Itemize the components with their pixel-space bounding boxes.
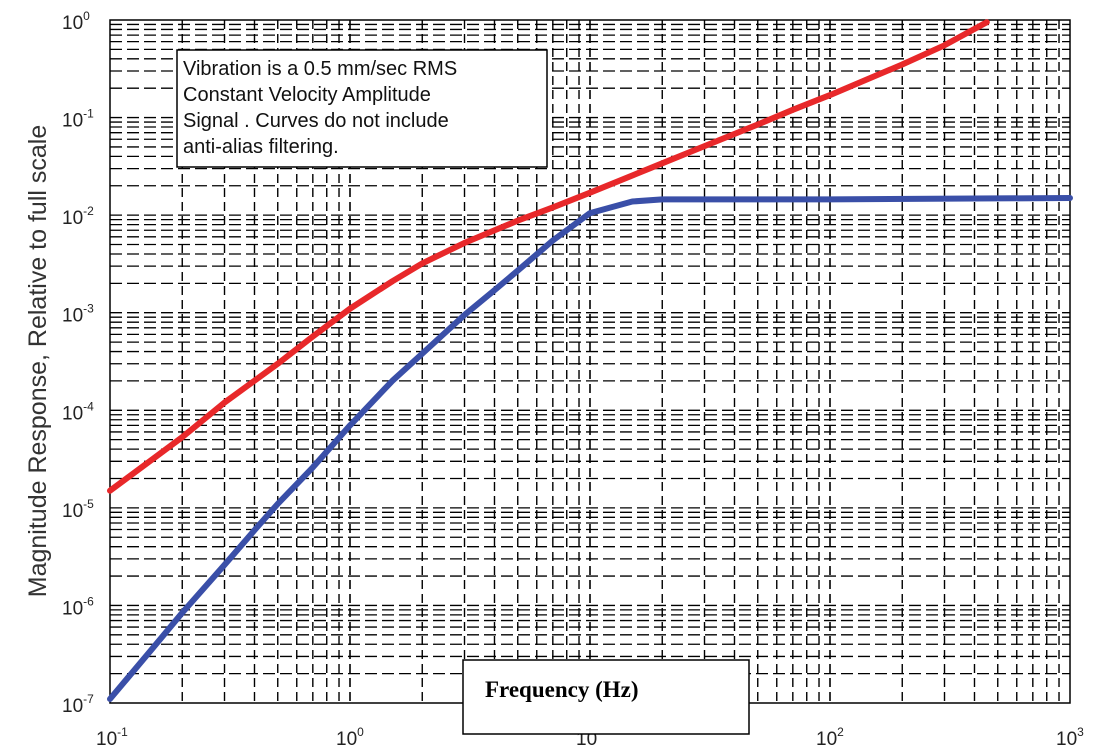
y-tick-label: 10-3 [62, 302, 94, 327]
annotation-box: Vibration is a 0.5 mm/sec RMS Constant V… [176, 49, 548, 168]
y-tick-labels: 100 10-1 10-2 10-3 10-4 10-5 10-6 10-7 [62, 9, 94, 717]
x-tick-label: 103 [1056, 725, 1084, 750]
x-tick-label: 10-1 [96, 725, 128, 750]
y-tick-label: 10-2 [62, 204, 94, 229]
annotation-frame [176, 49, 548, 168]
annotation-line-1: Vibration is a 0.5 mm/sec RMS [183, 58, 457, 80]
annotation-line-2: Constant Velocity Amplitude [183, 84, 431, 106]
annotation-line-3: Signal . Curves do not include [183, 110, 449, 132]
y-axis-label: Magnitude Response, Relative to full sca… [24, 125, 52, 598]
x-axis-label: Frequency (Hz) [485, 677, 639, 702]
x-axis-label-frame [462, 659, 750, 735]
y-tick-label: 10-1 [62, 107, 94, 132]
y-tick-label: 100 [62, 9, 90, 34]
annotation-line-4: anti-alias filtering. [183, 136, 339, 158]
series-line-1 [107, 19, 990, 494]
y-tick-label: 10-5 [62, 497, 94, 522]
x-tick-label: 102 [816, 725, 844, 750]
y-tick-label: 10-4 [62, 399, 94, 424]
y-tick-label: 10-7 [62, 692, 94, 717]
x-tick-label: 100 [336, 725, 364, 750]
series-layer [107, 19, 1073, 702]
y-tick-label: 10-6 [62, 594, 94, 619]
x-axis-label-box: Frequency (Hz) [462, 659, 750, 735]
series-line-2 [107, 195, 1073, 702]
